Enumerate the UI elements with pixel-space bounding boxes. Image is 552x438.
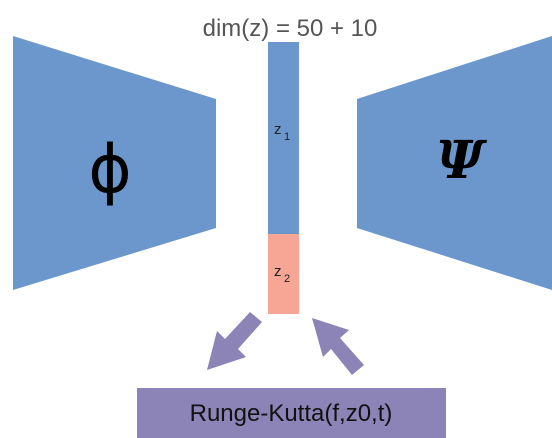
dimension-title: dim(z) = 50 + 10 (203, 15, 378, 42)
latent-segment-z2 (268, 234, 299, 314)
integrator-label: Runge-Kutta(f,z0,t) (190, 400, 393, 427)
latent-segment-z1 (268, 42, 299, 234)
decoder-block (357, 36, 552, 290)
arrow-from-integrator (312, 318, 364, 375)
encoder-block (13, 36, 216, 290)
latent-label-z1: z (274, 121, 282, 138)
latent-subscript-z2: 2 (284, 273, 290, 285)
integrator-box (137, 388, 446, 438)
decoder-symbol: Ψ (436, 130, 487, 191)
arrow-to-integrator (207, 312, 262, 370)
encoder-symbol: ϕ (88, 131, 132, 208)
latent-subscript-z1: 1 (284, 131, 290, 143)
latent-label-z2: z (274, 263, 282, 280)
